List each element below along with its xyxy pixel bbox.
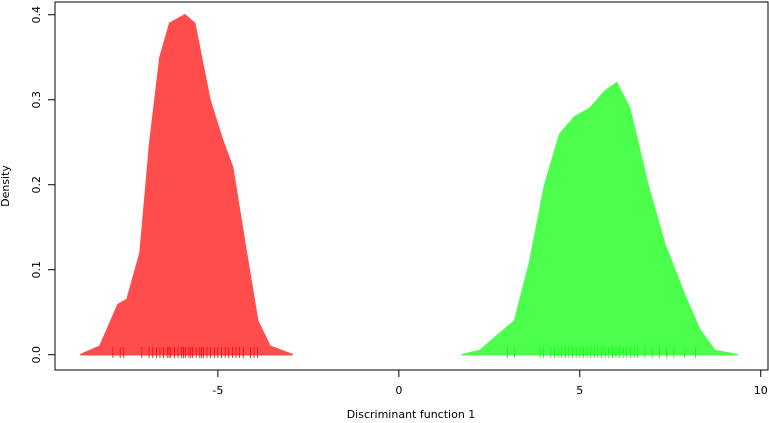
x-tick-label: 0 (395, 384, 402, 397)
y-tick-label: 0.3 (30, 91, 43, 109)
plot-frame (54, 1, 769, 371)
x-tick-label: 10 (754, 384, 768, 397)
y-tick-label: 0.0 (30, 346, 43, 364)
density-area (80, 13, 294, 356)
y-axis-label: Density (0, 165, 12, 207)
y-tick-label: 0.1 (30, 261, 43, 279)
y-tick-label: 0.4 (30, 6, 43, 24)
density-area (461, 81, 738, 356)
x-tick-label: 5 (576, 384, 583, 397)
x-axis-label: Discriminant function 1 (347, 408, 476, 421)
x-tick-label: -5 (212, 384, 223, 397)
y-tick-label: 0.2 (30, 176, 43, 194)
